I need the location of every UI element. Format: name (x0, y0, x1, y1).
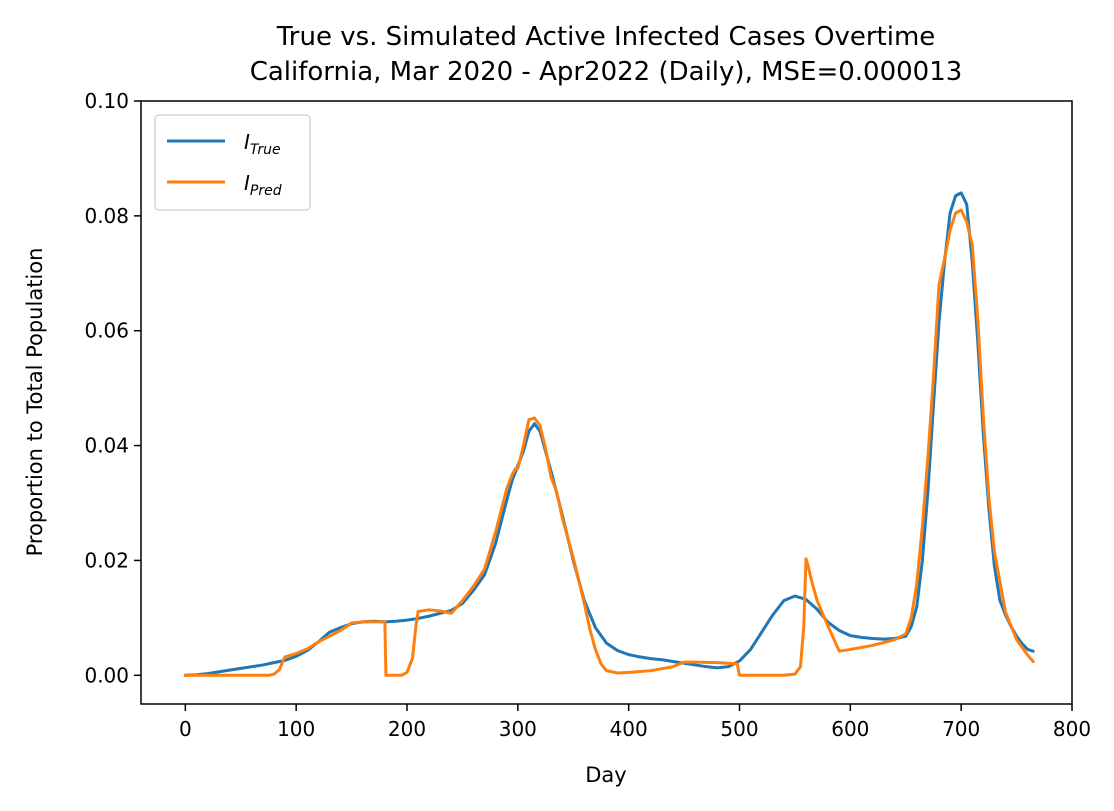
legend: ITrue IPred (154, 114, 311, 211)
x-tick-label: 400 (610, 717, 648, 741)
y-axis-label: Proportion to Total Population (23, 248, 47, 557)
chart-subtitle: California, Mar 2020 - Apr2022 (Daily), … (250, 57, 963, 87)
x-tick-label: 800 (1053, 717, 1091, 741)
x-tick-label: 0 (179, 717, 192, 741)
legend-label-pred: IPred (244, 171, 282, 199)
y-tick-label: 0.02 (84, 548, 129, 572)
x-tick-label: 200 (388, 717, 426, 741)
x-tick-label: 300 (499, 717, 537, 741)
x-axis-label: Day (585, 763, 626, 787)
series-line-true (183, 191, 1035, 677)
x-axis: 0 100 200 300 400 500 600 700 800 (179, 704, 1091, 741)
y-tick-label: 0.06 (84, 319, 129, 343)
series-layer (183, 191, 1035, 677)
legend-box (154, 114, 311, 211)
y-tick-label: 0.04 (84, 434, 129, 458)
legend-label-true: ITrue (244, 130, 281, 158)
plot-frame (140, 100, 1073, 705)
x-tick-label: 700 (942, 717, 980, 741)
x-tick-label: 500 (720, 717, 758, 741)
x-tick-label: 600 (831, 717, 869, 741)
y-tick-label: 0.00 (84, 663, 129, 687)
y-tick-label: 0.10 (84, 89, 129, 113)
y-tick-label: 0.08 (84, 204, 129, 228)
series-line-pred (183, 208, 1035, 677)
y-axis: 0.00 0.02 0.04 0.06 0.08 0.10 (84, 89, 141, 687)
x-tick-label: 100 (277, 717, 315, 741)
chart-title: True vs. Simulated Active Infected Cases… (276, 22, 936, 52)
